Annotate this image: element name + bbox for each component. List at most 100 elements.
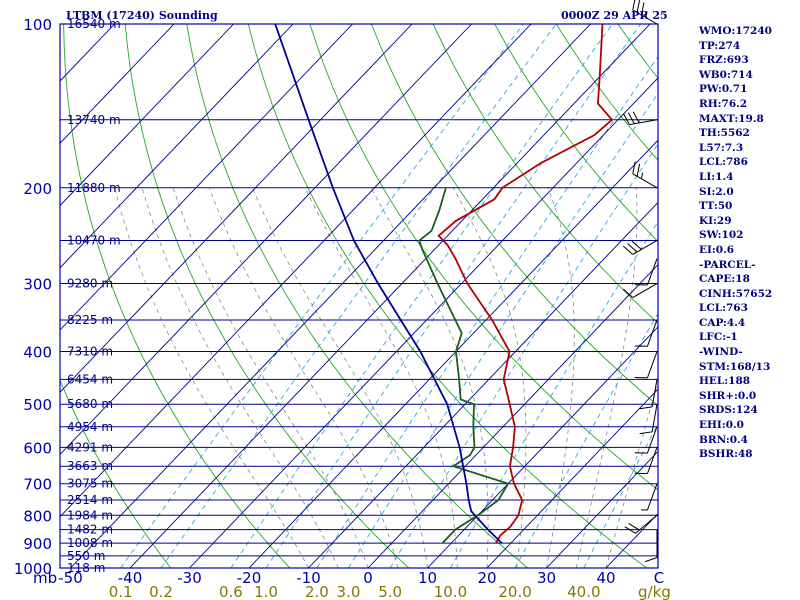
height-label: 7310 m [67,345,113,359]
mixing-ratio-tick-label: 3.0 [337,583,361,600]
wind-barb [641,483,658,511]
temperature-tick-label: 30 [537,569,556,587]
height-label: 1984 m [67,508,113,522]
stat-item: SW:102 [699,229,744,242]
chart-timestamp: 0000Z 29 APR 25 [561,9,668,22]
wind-barb [634,351,658,379]
wind-barb [634,447,658,475]
isotherm-line [60,24,353,331]
pressure-tick-label: 700 [23,476,52,494]
wind-barb-staff [632,283,658,298]
height-label: 13740 m [67,113,121,127]
pressure-tick-label: 400 [23,344,52,362]
wind-barb-flag [636,0,641,13]
mixing-ratio-tick-label: 2.0 [305,583,329,600]
height-label: 5680 m [67,397,113,411]
wind-barb-half-flag [645,11,648,18]
stat-item: CAP:4.4 [699,316,746,329]
isotherm-line [367,264,658,568]
height-label: 8225 m [67,313,113,327]
moist-adiabat-line [546,187,575,568]
height-label: 3075 m [67,477,113,491]
wind-barb-staff [635,514,658,534]
height-label: 11880 m [67,181,121,195]
wind-barb-staff [646,319,658,347]
mixing-ratio-line [348,92,658,568]
wind-barb-flag [627,112,635,125]
wind-barb [634,258,658,286]
isotherm-line [60,24,294,269]
stat-item: SI:2.0 [699,185,734,198]
isotherm-line [189,77,658,568]
temperature-tick-label: 0 [363,569,373,587]
stat-item: LCL:763 [699,302,748,315]
height-label: 6454 m [67,372,113,386]
temperature-tick-label: C [654,569,664,587]
height-label: 9280 m [67,277,113,291]
wind-barb-staff [632,173,658,189]
wind-barb-flag [622,113,630,125]
pressure-tick-label: 600 [23,439,52,457]
wind-barb-flag [631,240,642,250]
moist-adiabat-line [575,187,638,568]
stat-item: RH:76.2 [699,97,748,110]
height-labels: 16540 m 13740 m 11880 m 10470 m 9280 m 8225 m… [67,17,121,575]
mixing-ratio-tick-label: 40.0 [567,583,600,600]
stat-item: -PARCEL- [699,258,756,271]
mixing-ratio-tick-label: 5.0 [378,583,402,600]
isotherm-line [70,24,591,568]
isotherm-line [248,139,658,568]
wind-barb-flag [632,111,640,124]
moist-adiabat-line [452,187,527,568]
pressure-tick-label: 500 [23,396,52,414]
height-label: 118 m [67,561,105,575]
mixing-ratio-line [389,143,658,568]
temperature-trace [437,24,614,544]
wind-barb-flag [640,2,645,16]
temperature-tick-label: 20 [477,569,496,587]
wind-barb-half-flag [640,172,644,179]
wind-barb-flag [636,163,641,177]
stat-item: EHI:0.0 [699,419,744,432]
wind-barb-flag [622,245,634,255]
mixing-ratio-line [120,24,524,568]
stat-item: STM:168/13 [699,360,771,373]
pressure-unit-label: mb [33,569,57,587]
isotherm-line [546,450,658,568]
wind-barb-staff [646,483,658,511]
wind-barb-staff [646,426,658,454]
stat-item: PW:0.71 [699,83,748,96]
height-label: 3663 m [67,459,113,473]
wind-barb [622,283,658,298]
isotherm-line [308,201,658,568]
pressure-tick-label: 1000 [14,560,52,578]
mixing-ratio-tick-label: 0.2 [149,583,173,600]
stat-item: CINH:57652 [699,287,773,300]
stat-item: LCL:786 [699,156,748,169]
isotherm-line [486,388,658,568]
mixing-ratio-unit-label: g/kg [638,583,671,600]
pressure-tick-label: 800 [23,507,52,525]
wind-barb [622,240,658,255]
stat-item: WMO:17240 [699,25,772,37]
stat-item: EI:0.6 [699,243,735,256]
mixing-ratio-tick-label: 0.1 [109,583,133,600]
wind-barb [632,0,658,25]
wind-barb [622,111,658,126]
stat-item: L57:7.3 [699,141,744,154]
stat-item: HEL:188 [699,375,751,388]
pressure-tick-label: 300 [23,276,52,294]
sounding-traces [274,24,614,544]
height-label: 4954 m [67,420,113,434]
stat-item: LFC:-1 [699,331,738,344]
pressure-tick-label: 200 [23,180,52,198]
dry-adiabat-line [247,24,648,568]
mixing-ratio-tick-label: 20.0 [498,583,531,600]
mixing-ratio-tick-label: 1.0 [254,583,278,600]
isotherm-line [60,24,413,393]
wind-barb [639,379,658,410]
height-label: 1008 m [67,536,113,550]
height-label: 2514 m [67,493,113,507]
mixing-ratio-line [316,55,658,568]
stat-item: BSHR:48 [699,448,753,461]
